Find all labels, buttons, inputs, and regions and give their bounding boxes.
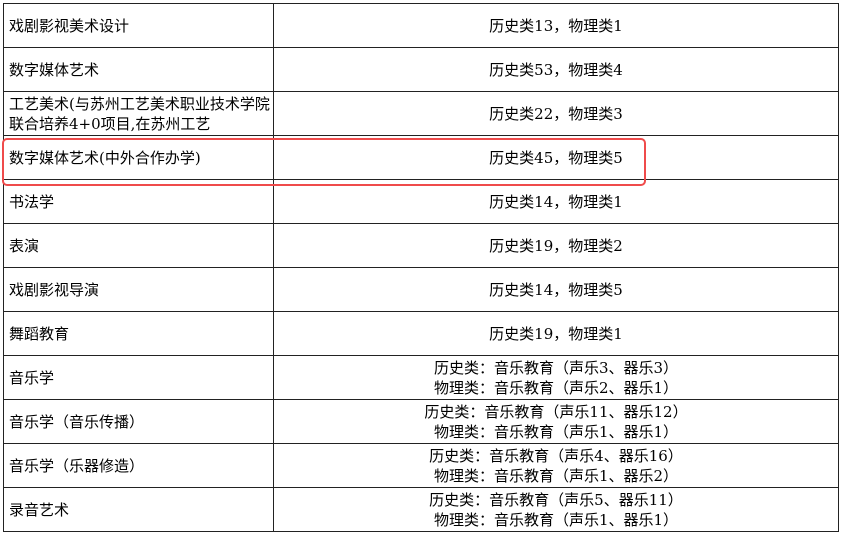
plan-cell: 历史类：音乐教育（声乐5、器乐11） 物理类：音乐教育（声乐1、器乐1） bbox=[273, 487, 839, 532]
major-cell: 表演 bbox=[3, 223, 274, 268]
plan-cell: 历史类13，物理类1 bbox=[273, 3, 839, 48]
plan-line: 历史类13，物理类1 bbox=[489, 16, 623, 35]
plan-line: 物理类：音乐教育（声乐2、器乐1） bbox=[433, 378, 679, 397]
major-cell: 数字媒体艺术(中外合作办学) bbox=[3, 135, 274, 180]
plan-cell: 历史类：音乐教育（声乐11、器乐12） 物理类：音乐教育（声乐1、器乐1） bbox=[273, 399, 839, 444]
major-cell: 音乐学（音乐传播） bbox=[3, 399, 274, 444]
table-row: 书法学 历史类14，物理类1 bbox=[3, 179, 839, 224]
plan-cell: 历史类22，物理类3 bbox=[273, 91, 839, 136]
plan-cell: 历史类14，物理类5 bbox=[273, 267, 839, 312]
plan-line: 历史类14，物理类5 bbox=[489, 280, 623, 299]
major-cell: 戏剧影视美术设计 bbox=[3, 3, 274, 48]
plan-cell: 历史类：音乐教育（声乐4、器乐16） 物理类：音乐教育（声乐1、器乐2） bbox=[273, 443, 839, 488]
plan-line: 历史类19，物理类2 bbox=[489, 236, 623, 255]
plan-line: 物理类：音乐教育（声乐1、器乐2） bbox=[433, 466, 679, 485]
major-cell: 音乐学（乐器修造） bbox=[3, 443, 274, 488]
enrollment-table: 戏剧影视美术设计 历史类13，物理类1 数字媒体艺术 历史类53，物理类4 工艺美术(与… bbox=[3, 3, 839, 532]
table-row: 表演 历史类19，物理类2 bbox=[3, 223, 839, 268]
major-cell: 工艺美术(与苏州工艺美术职业技术学院联合培养4+0项目,在苏州工艺 bbox=[3, 91, 274, 136]
plan-cell: 历史类14，物理类1 bbox=[273, 179, 839, 224]
plan-line: 历史类22，物理类3 bbox=[489, 104, 623, 123]
plan-line: 物理类：音乐教育（声乐1、器乐1） bbox=[433, 422, 679, 441]
major-cell: 舞蹈教育 bbox=[3, 311, 274, 356]
plan-line: 历史类53，物理类4 bbox=[489, 60, 623, 79]
plan-cell: 历史类19，物理类1 bbox=[273, 311, 839, 356]
plan-cell: 历史类45，物理类5 bbox=[273, 135, 839, 180]
table-row: 工艺美术(与苏州工艺美术职业技术学院联合培养4+0项目,在苏州工艺 历史类22，物… bbox=[3, 91, 839, 136]
highlight-box bbox=[2, 138, 646, 186]
plan-cell: 历史类19，物理类2 bbox=[273, 223, 839, 268]
table-row: 数字媒体艺术(中外合作办学) 历史类45，物理类5 bbox=[3, 135, 839, 180]
table-row: 音乐学（乐器修造） 历史类：音乐教育（声乐4、器乐16） 物理类：音乐教育（声乐1、… bbox=[3, 443, 839, 488]
major-cell: 戏剧影视导演 bbox=[3, 267, 274, 312]
table-row: 舞蹈教育 历史类19，物理类1 bbox=[3, 311, 839, 356]
plan-line: 历史类：音乐教育（声乐5、器乐11） bbox=[429, 490, 683, 509]
plan-line: 历史类45，物理类5 bbox=[489, 148, 623, 167]
major-cell: 数字媒体艺术 bbox=[3, 47, 274, 92]
table-row: 戏剧影视美术设计 历史类13，物理类1 bbox=[3, 3, 839, 48]
plan-line: 历史类19，物理类1 bbox=[489, 324, 623, 343]
table-row: 音乐学 历史类：音乐教育（声乐3、器乐3） 物理类：音乐教育（声乐2、器乐1） bbox=[3, 355, 839, 400]
major-cell: 录音艺术 bbox=[3, 487, 274, 532]
plan-line: 物理类：音乐教育（声乐1、器乐1） bbox=[433, 510, 679, 529]
table-row: 数字媒体艺术 历史类53，物理类4 bbox=[3, 47, 839, 92]
table-row: 戏剧影视导演 历史类14，物理类5 bbox=[3, 267, 839, 312]
table-row: 音乐学（音乐传播） 历史类：音乐教育（声乐11、器乐12） 物理类：音乐教育（声乐1… bbox=[3, 399, 839, 444]
plan-line: 历史类：音乐教育（声乐11、器乐12） bbox=[424, 402, 688, 421]
plan-cell: 历史类：音乐教育（声乐3、器乐3） 物理类：音乐教育（声乐2、器乐1） bbox=[273, 355, 839, 400]
plan-line: 历史类14，物理类1 bbox=[489, 192, 623, 211]
major-cell: 书法学 bbox=[3, 179, 274, 224]
major-cell: 音乐学 bbox=[3, 355, 274, 400]
plan-cell: 历史类53，物理类4 bbox=[273, 47, 839, 92]
plan-line: 历史类：音乐教育（声乐4、器乐16） bbox=[429, 446, 683, 465]
plan-line: 历史类：音乐教育（声乐3、器乐3） bbox=[433, 358, 679, 377]
table-row: 录音艺术 历史类：音乐教育（声乐5、器乐11） 物理类：音乐教育（声乐1、器乐1） bbox=[3, 487, 839, 532]
